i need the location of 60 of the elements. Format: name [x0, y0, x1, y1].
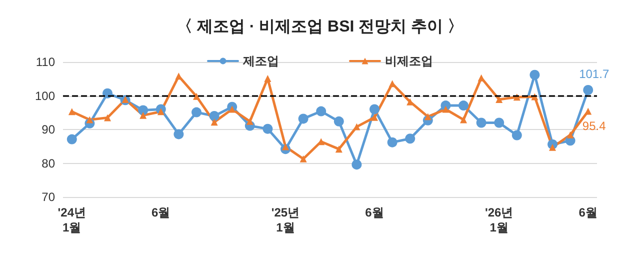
point [282, 143, 289, 150]
point [494, 118, 504, 128]
point [86, 116, 94, 124]
data-label: 95.4 [582, 118, 606, 133]
point [530, 70, 540, 80]
point [370, 104, 380, 114]
point [122, 96, 129, 103]
y-tick-label: 110 [36, 55, 56, 69]
point [157, 108, 164, 116]
point [300, 155, 307, 162]
data-label: 101.7 [579, 67, 610, 82]
point [353, 123, 360, 130]
point [104, 114, 111, 122]
point [352, 160, 362, 170]
y-tick-label: 100 [34, 88, 56, 103]
point [246, 118, 254, 125]
point [335, 146, 342, 153]
x-tick-label: '24년 1월 [58, 206, 86, 234]
x-tick-label: 6월 [365, 206, 384, 220]
point [264, 75, 272, 82]
point [210, 118, 218, 126]
point [458, 100, 468, 111]
point [228, 106, 236, 113]
point [193, 92, 200, 100]
point [549, 144, 556, 151]
point [566, 131, 574, 138]
point [476, 118, 486, 128]
point [584, 108, 592, 115]
x-tick-label: 6월 [152, 206, 170, 220]
point [192, 107, 202, 118]
x-tick-label: '26년 1월 [485, 206, 514, 234]
point [334, 116, 344, 126]
chart-title: 〈 제조업 · 비제조업 BSI 전망치 추이 〉 [176, 18, 464, 36]
x-tick-label: '25년 1월 [271, 206, 300, 234]
point [512, 130, 522, 140]
point [442, 106, 450, 113]
point [316, 106, 326, 116]
point [138, 105, 148, 116]
point [387, 137, 398, 148]
point [66, 134, 77, 144]
point [496, 96, 503, 103]
y-tick-label: 70 [42, 190, 56, 204]
point [371, 114, 378, 121]
point [298, 114, 308, 124]
point [583, 85, 594, 96]
point [424, 113, 432, 120]
x-tick-label: 6월 [578, 206, 598, 220]
point [209, 111, 220, 121]
point [102, 88, 112, 98]
y-tick-label: 80 [42, 156, 56, 170]
point [68, 108, 76, 116]
point [460, 116, 467, 124]
point [478, 74, 485, 82]
point [405, 134, 416, 144]
point [140, 112, 147, 119]
point [262, 124, 273, 134]
legend-label: 제조업 [242, 54, 279, 68]
point [174, 129, 184, 140]
legend-label: 비제조업 [385, 54, 433, 68]
y-tick-label: 90 [42, 122, 56, 136]
